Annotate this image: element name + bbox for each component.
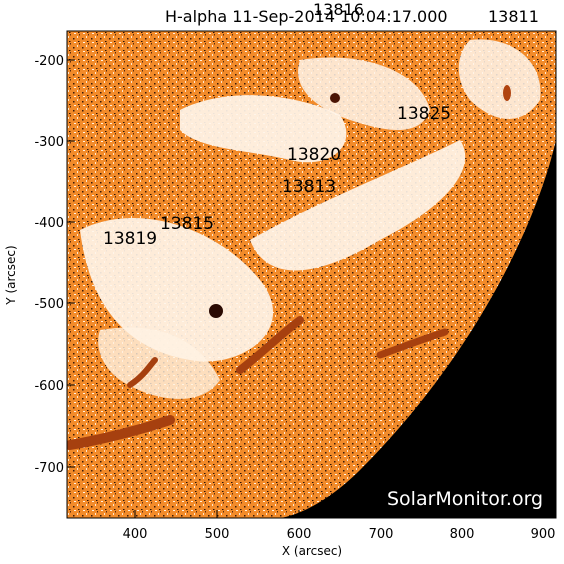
filament — [127, 357, 158, 388]
x-axis-label: X (arcsec) — [282, 544, 342, 558]
filament — [376, 328, 449, 359]
filament — [67, 415, 175, 450]
y-tick-label: -700 — [34, 461, 64, 476]
plage-region — [250, 140, 466, 271]
y-tick-label: -200 — [34, 54, 64, 69]
region-label: 13820 — [287, 145, 341, 165]
sunspot — [503, 85, 511, 101]
axis-ticks — [67, 59, 544, 518]
filament — [236, 316, 304, 374]
y-tick-label: -400 — [34, 216, 64, 231]
y-tick-label: -300 — [34, 135, 64, 150]
sunspot — [209, 304, 223, 318]
corner-region-label: 13811 — [488, 7, 539, 26]
plage-region — [180, 95, 347, 163]
solar-disk-image — [67, 31, 556, 518]
overlap-region-label: 13816 — [313, 0, 364, 19]
plot-frame — [66, 30, 557, 519]
y-tick-label: -500 — [34, 297, 64, 312]
y-axis-label: Y (arcsec) — [4, 245, 18, 305]
plage-region — [458, 39, 541, 119]
x-tick-label: 900 — [531, 527, 556, 542]
region-label: 13815 — [160, 214, 214, 234]
x-tick-label: 500 — [205, 527, 230, 542]
x-tick-label: 600 — [287, 527, 312, 542]
y-tick-label: -600 — [34, 379, 64, 394]
plage-region — [298, 57, 430, 130]
x-tick-label: 800 — [450, 527, 475, 542]
x-tick-label: 400 — [123, 527, 148, 542]
region-label: 13813 — [282, 177, 336, 197]
page-title: H-alpha 11-Sep-2014 10:04:17.000 — [165, 7, 448, 26]
region-label: 13819 — [103, 229, 157, 249]
plage-region — [98, 327, 220, 399]
sunspot — [330, 93, 340, 103]
plage-region — [80, 218, 274, 362]
watermark: SolarMonitor.org — [387, 488, 543, 510]
x-tick-label: 700 — [369, 527, 394, 542]
space-beyond-limb — [280, 140, 556, 518]
region-label: 13825 — [397, 104, 451, 124]
